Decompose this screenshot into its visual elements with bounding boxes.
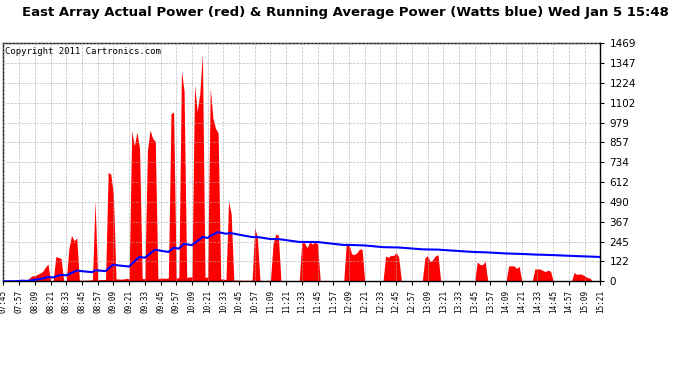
Text: Copyright 2011 Cartronics.com: Copyright 2011 Cartronics.com: [5, 47, 161, 56]
Text: East Array Actual Power (red) & Running Average Power (Watts blue) Wed Jan 5 15:: East Array Actual Power (red) & Running …: [21, 6, 669, 19]
